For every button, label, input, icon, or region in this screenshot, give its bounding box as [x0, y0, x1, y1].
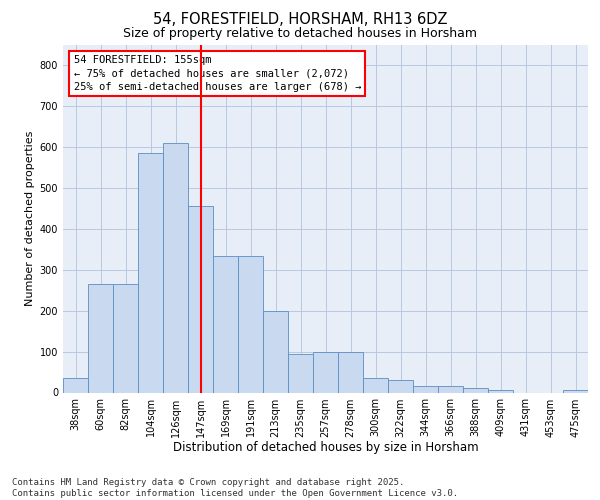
Bar	[163, 143, 188, 392]
Bar	[563, 390, 588, 392]
Bar	[463, 388, 488, 392]
Text: Contains HM Land Registry data © Crown copyright and database right 2025.
Contai: Contains HM Land Registry data © Crown c…	[12, 478, 458, 498]
Bar	[288, 354, 313, 393]
Bar	[338, 352, 363, 393]
X-axis label: Distribution of detached houses by size in Horsham: Distribution of detached houses by size …	[173, 441, 478, 454]
Bar	[488, 390, 513, 392]
Text: 54 FORESTFIELD: 155sqm
← 75% of detached houses are smaller (2,072)
25% of semi-: 54 FORESTFIELD: 155sqm ← 75% of detached…	[74, 56, 361, 92]
Bar	[363, 378, 388, 392]
Bar	[63, 378, 88, 392]
Bar	[388, 380, 413, 392]
Bar	[88, 284, 113, 393]
Bar	[113, 284, 138, 393]
Bar	[138, 154, 163, 392]
Bar	[188, 206, 213, 392]
Bar	[438, 386, 463, 392]
Bar	[313, 352, 338, 393]
Bar	[263, 310, 288, 392]
Bar	[238, 256, 263, 392]
Bar	[413, 386, 438, 392]
Bar	[213, 256, 238, 392]
Text: Size of property relative to detached houses in Horsham: Size of property relative to detached ho…	[123, 28, 477, 40]
Y-axis label: Number of detached properties: Number of detached properties	[25, 131, 35, 306]
Text: 54, FORESTFIELD, HORSHAM, RH13 6DZ: 54, FORESTFIELD, HORSHAM, RH13 6DZ	[153, 12, 447, 28]
